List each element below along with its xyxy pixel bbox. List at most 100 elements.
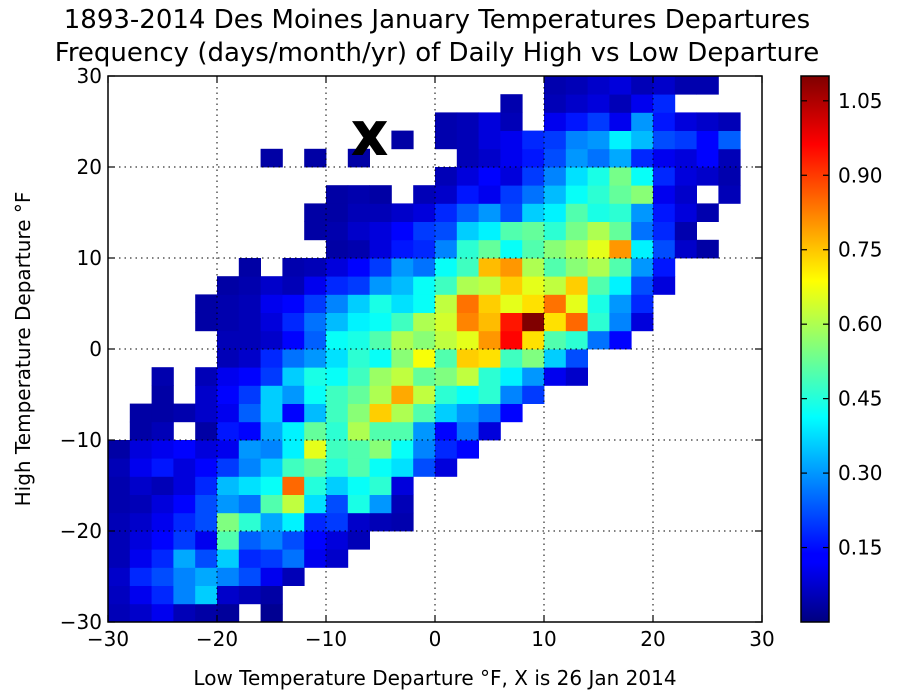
heatmap-cell <box>435 367 458 386</box>
colorbar-ticks: 0.15 0.30 0.45 0.60 0.75 0.90 1.05 <box>801 89 883 560</box>
heatmap-cell <box>653 94 676 113</box>
heatmap-cell <box>347 239 370 259</box>
heatmap-cell <box>413 458 436 477</box>
heatmap-cell <box>718 148 741 168</box>
heatmap-cell <box>282 567 305 586</box>
heatmap-cell <box>478 421 501 441</box>
heatmap-cell <box>544 276 567 295</box>
heatmap-cell <box>413 330 436 350</box>
y-tick-label: −30 <box>60 610 102 634</box>
heatmap-cell <box>173 603 196 623</box>
heatmap-cell <box>631 76 654 95</box>
heatmap-cell <box>108 494 131 514</box>
heatmap-cell <box>326 221 349 241</box>
heatmap-cell <box>435 185 458 204</box>
colorbar-tick-label: 0.15 <box>838 536 883 560</box>
y-tick-label: 0 <box>89 337 102 361</box>
heatmap-cell <box>631 185 654 204</box>
heatmap-cell <box>609 167 632 186</box>
heatmap-cell <box>195 531 218 550</box>
heatmap-cell <box>304 531 327 550</box>
heatmap-cell <box>544 112 567 131</box>
heatmap-cell <box>435 385 458 404</box>
heatmap-cell <box>282 312 305 332</box>
heatmap-cell <box>391 130 414 150</box>
heatmap-cell <box>674 148 697 168</box>
heatmap-cell <box>260 403 283 423</box>
heatmap-cell <box>217 294 240 313</box>
heatmap-cell <box>456 312 479 332</box>
heatmap-cell <box>129 458 152 477</box>
heatmap-cell <box>609 203 632 222</box>
heatmap-cell <box>413 258 436 277</box>
x-tick-label: 0 <box>429 627 442 651</box>
heatmap-cell <box>238 531 261 550</box>
chart-title: 1893-2014 Des Moines January Temperature… <box>64 5 810 35</box>
colorbar-tick-label: 0.90 <box>838 163 883 187</box>
heatmap-cell <box>282 458 305 477</box>
heatmap-cell <box>282 494 305 514</box>
heatmap-cell <box>478 112 501 131</box>
heatmap-cell <box>456 258 479 277</box>
heatmap-cell <box>304 221 327 241</box>
y-axis-ticks: −30 −20 −10 0 10 20 30 <box>60 64 762 634</box>
heatmap-cell <box>151 440 174 459</box>
heatmap-cell <box>195 512 218 532</box>
heatmap-cell <box>565 167 588 186</box>
heatmap-cell <box>413 203 436 222</box>
heatmap-cell <box>108 458 131 477</box>
heatmap-cell <box>587 167 610 186</box>
heatmap-cell <box>217 603 240 623</box>
heatmap-cell <box>456 239 479 259</box>
heatmap-cell <box>413 440 436 459</box>
heatmap-cell <box>260 549 283 568</box>
heatmap-cell <box>260 494 283 514</box>
heatmap-cell <box>544 294 567 313</box>
heatmap-cell <box>674 76 697 95</box>
y-tick-label: −10 <box>60 428 102 452</box>
heatmap-cell <box>282 512 305 532</box>
heatmap-cell <box>478 312 501 332</box>
y-tick-label: 20 <box>77 155 102 179</box>
heatmap-cell <box>653 112 676 131</box>
heatmap-cell <box>456 421 479 441</box>
heatmap-cell <box>195 458 218 477</box>
y-tick-label: 10 <box>77 246 102 270</box>
heatmap-cell <box>347 476 370 495</box>
heatmap-cell <box>522 349 545 368</box>
heatmap-cell <box>304 258 327 277</box>
heatmap-cell <box>129 603 152 623</box>
heatmap-cell <box>238 421 261 441</box>
heatmap-cell <box>369 494 392 514</box>
heatmap-cell <box>326 203 349 222</box>
heatmap-cell <box>435 112 458 131</box>
heatmap-cell <box>369 349 392 368</box>
grid-lines <box>108 76 762 622</box>
heatmap-cell <box>173 531 196 550</box>
heatmap-cell <box>282 349 305 368</box>
heatmap-cell <box>129 549 152 568</box>
heatmap-cell <box>522 148 545 168</box>
heatmap-cell <box>282 476 305 495</box>
heatmap-cell <box>500 330 523 350</box>
heatmap-cell <box>609 258 632 277</box>
heatmap-cell <box>544 167 567 186</box>
x-axis-label: Low Temperature Departure °F, X is 26 Ja… <box>193 666 676 690</box>
heatmap-cell <box>304 458 327 477</box>
heatmap-cell <box>696 148 719 168</box>
y-axis-label: High Temperature Departure °F <box>11 192 35 507</box>
heatmap-cell <box>653 185 676 204</box>
heatmap-cell <box>238 294 261 313</box>
heatmap-cell <box>696 239 719 259</box>
heatmap-cell <box>238 494 261 514</box>
heatmap-cell <box>413 385 436 404</box>
heatmap-cell <box>151 603 174 623</box>
heatmap-cell <box>260 603 283 623</box>
heatmap-cell <box>260 512 283 532</box>
heatmap-cell <box>217 549 240 568</box>
heatmap-cell <box>391 367 414 386</box>
heatmap-cell <box>238 312 261 332</box>
heatmap-cell <box>282 258 305 277</box>
heatmap-cell <box>631 148 654 168</box>
heatmap-cell <box>326 440 349 459</box>
